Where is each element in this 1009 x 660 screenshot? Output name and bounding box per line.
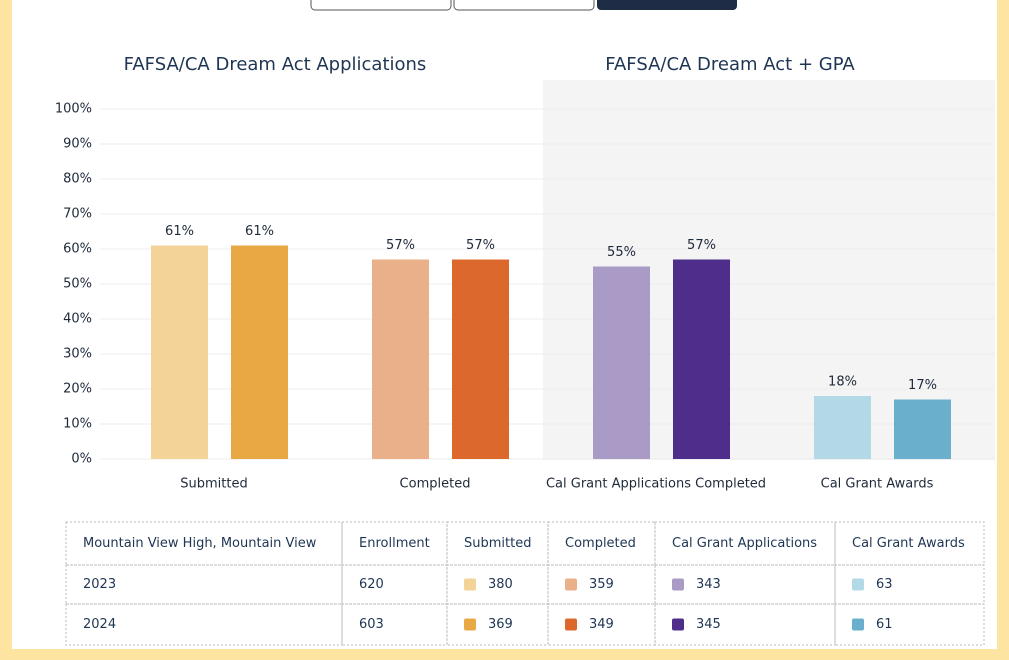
y-tick-label: 70% [63,207,92,222]
table-header: Completed [565,536,636,551]
tab-active[interactable] [597,0,737,10]
swatch [565,578,577,591]
table-cell-text: 2023 [83,577,116,592]
value-label: 61% [245,224,274,239]
value-label: 17% [908,378,937,393]
table-header: Mountain View High, Mountain View [83,536,317,551]
y-tick-label: 10% [63,417,92,432]
value-label: 55% [607,245,636,260]
bar [814,396,871,459]
table-cell-text: 603 [359,617,384,632]
swatch [852,578,864,591]
table-cell-text: 369 [488,617,513,632]
table-cell-text: 343 [696,577,721,592]
y-tick-label: 60% [63,242,92,257]
x-tick-label: Submitted [180,477,247,492]
table-cell-text: 380 [488,577,513,592]
y-tick-label: 50% [63,277,92,292]
bar [452,259,509,459]
table-cell [654,603,836,646]
y-tick-label: 80% [63,172,92,187]
table-cell-text: 61 [876,617,893,632]
swatch [464,618,476,631]
bar [894,399,951,459]
table-cell [547,564,656,605]
table-cell [341,603,448,646]
x-tick-label: Cal Grant Applications Completed [546,477,766,492]
swatch [464,578,476,591]
value-label: 57% [386,238,415,253]
y-tick-label: 40% [63,312,92,327]
x-tick-label: Cal Grant Awards [821,477,934,492]
table-cell [834,603,985,646]
tab[interactable] [453,0,595,11]
bar [151,245,208,459]
table-cell-text: 349 [589,617,614,632]
table-cell-text: 2024 [83,617,116,632]
y-tick-label: 0% [71,452,92,467]
table-cell [446,603,549,646]
table-cell [834,564,985,605]
table-cell-text: 345 [696,617,721,632]
swatch [852,618,864,631]
table-header: Submitted [464,536,531,551]
x-tick-label: Completed [400,477,471,492]
table-cell [65,603,343,646]
swatch [672,618,684,631]
value-label: 57% [687,238,716,253]
y-tick-label: 20% [63,382,92,397]
tab[interactable] [310,0,452,11]
table-cell-text: 63 [876,577,893,592]
table-cell [547,603,656,646]
table-cell-text: 620 [359,577,384,592]
bar [372,259,429,459]
bar [593,266,650,459]
value-label: 61% [165,224,194,239]
chart-title: FAFSA/CA Dream Act Applications [124,54,427,75]
table-header: Cal Grant Applications [672,536,817,551]
table-header: Enrollment [359,536,430,551]
chart-title: FAFSA/CA Dream Act + GPA [605,54,855,75]
swatch [672,578,684,591]
value-label: 18% [828,375,857,390]
table-header: Cal Grant Awards [852,536,965,551]
y-tick-label: 90% [63,137,92,152]
y-tick-label: 100% [55,102,92,117]
value-label: 57% [466,238,495,253]
y-tick-label: 30% [63,347,92,362]
bar [673,259,730,459]
swatch [565,618,577,631]
table-cell-text: 359 [589,577,614,592]
bar [231,245,288,459]
